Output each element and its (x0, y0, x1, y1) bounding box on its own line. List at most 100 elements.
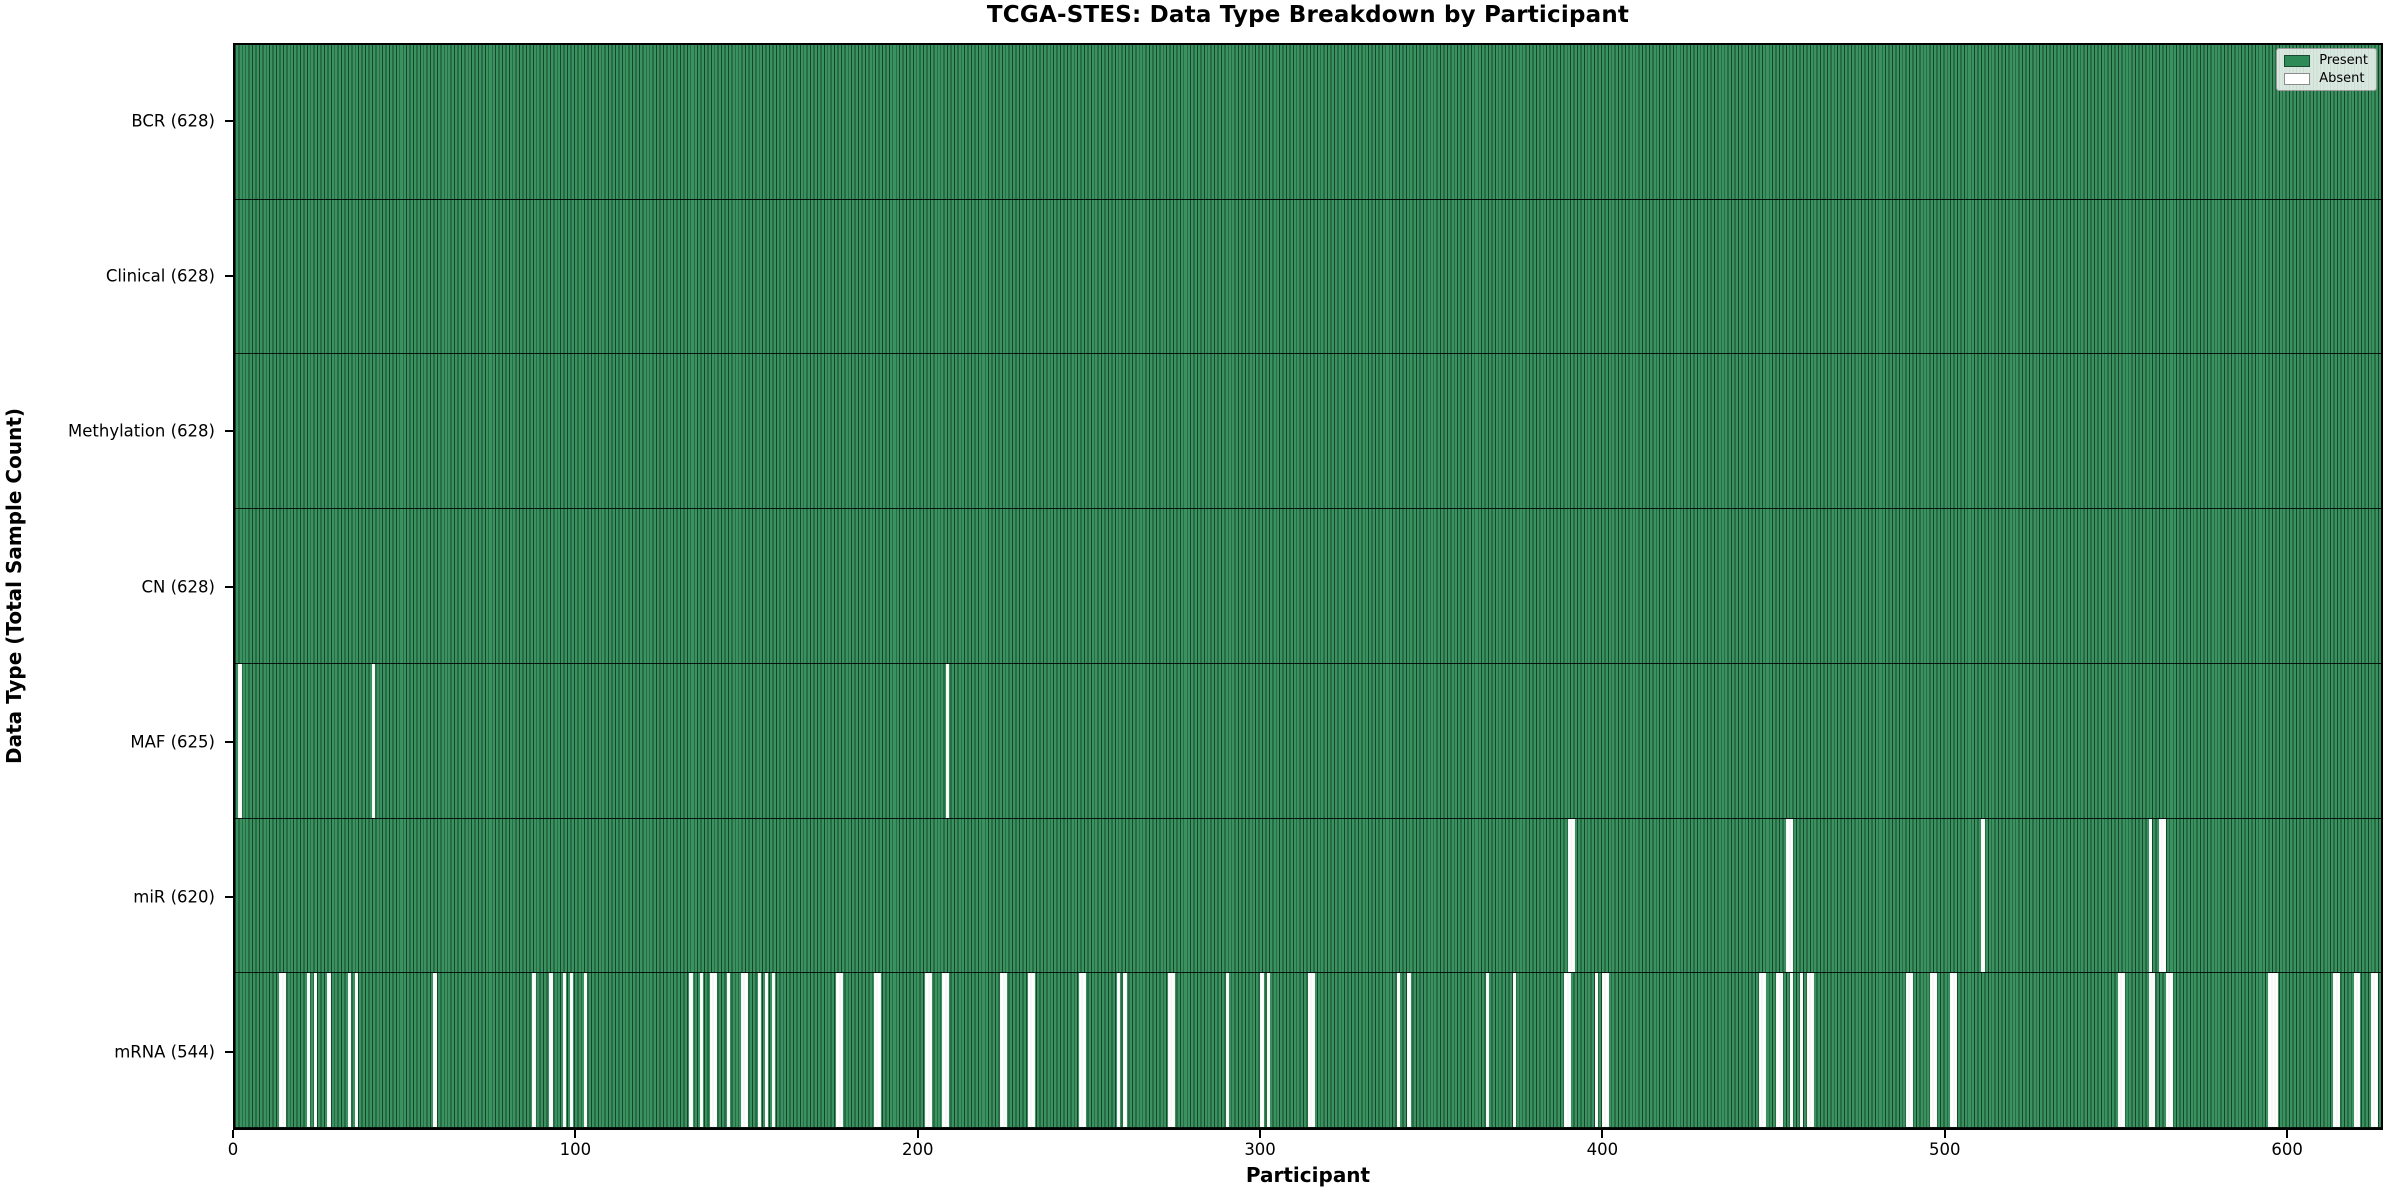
absent-stripe (1601, 973, 1606, 1127)
x-tick-mark (1259, 1130, 1262, 1138)
absent-stripe (313, 973, 317, 1127)
absent-stripe (757, 973, 762, 1127)
x-tick-label: 300 (1244, 1140, 1276, 1159)
y-tick-label-bcr: BCR (628) (131, 111, 215, 131)
absent-stripe (689, 973, 693, 1127)
absent-stripe (1079, 973, 1083, 1127)
x-tick-mark (232, 1130, 234, 1138)
absent-stripe (347, 973, 352, 1127)
heatmap-row-maf (235, 663, 2381, 819)
absent-stripe (1260, 973, 1264, 1127)
absent-stripe (1789, 973, 1794, 1127)
x-tick-mark (2286, 1130, 2289, 1138)
absent-stripe (327, 973, 331, 1127)
x-tick-label: 200 (901, 1140, 934, 1159)
absent-stripe (1311, 973, 1315, 1127)
absent-stripe (2374, 973, 2378, 1127)
absent-stripe (771, 973, 775, 1127)
absent-stripe (1225, 973, 1230, 1127)
absent-stripe (569, 973, 574, 1127)
absent-stripe (1810, 973, 1814, 1127)
absent-stripe (925, 973, 929, 1127)
absent-stripe (2148, 818, 2153, 973)
absent-stripe (1485, 973, 1490, 1127)
absent-stripe (563, 973, 567, 1127)
absent-stripe (1123, 973, 1127, 1127)
absent-stripe (1266, 973, 1271, 1127)
absent-stripe (945, 973, 950, 1127)
x-tick-label: 500 (1929, 1140, 1961, 1159)
absent-stripe (2162, 818, 2166, 973)
absent-stripe (1116, 973, 1121, 1127)
absent-stripe (1762, 973, 1766, 1127)
absent-stripe (279, 973, 283, 1127)
absent-stripe (2158, 818, 2163, 973)
absent-stripe (945, 663, 950, 818)
absent-stripe (1950, 973, 1954, 1127)
absent-stripe (2333, 973, 2337, 1127)
absent-stripe (1933, 973, 1937, 1127)
heatmap-row-methylation (235, 354, 2381, 510)
absent-stripe (1953, 973, 1958, 1127)
absent-stripe (836, 973, 840, 1127)
heatmap-row-cn (235, 509, 2381, 664)
absent-stripe (1605, 973, 1609, 1127)
absent-stripe (2353, 973, 2358, 1127)
legend: Present Absent (2276, 48, 2377, 91)
absent-stripe (1800, 973, 1804, 1127)
absent-stripe (740, 973, 745, 1127)
absent-stripe (1571, 818, 1575, 973)
y-tick-mark (225, 1051, 233, 1054)
absent-stripe (2152, 973, 2156, 1127)
absent-stripe (928, 973, 933, 1127)
absent-stripe (1759, 973, 1763, 1127)
y-tick-mark (225, 430, 233, 433)
y-tick-mark (225, 740, 233, 743)
absent-stripe (1082, 973, 1086, 1127)
absent-stripe (744, 973, 748, 1127)
y-tick-label-methylation: Methylation (628) (68, 421, 215, 441)
absent-stripe (713, 973, 717, 1127)
absent-stripe (2117, 973, 2122, 1127)
absent-stripe (1779, 973, 1783, 1127)
x-tick-label: 400 (1586, 1140, 1619, 1159)
heatmap-row-mrna (235, 973, 2381, 1128)
legend-label: Present (2319, 53, 2368, 68)
y-tick-mark (225, 274, 233, 277)
legend-entry-present: Present (2284, 54, 2368, 67)
absent-stripe (282, 973, 287, 1127)
absent-stripe (1789, 818, 1794, 973)
y-axis: BCR (628) Clinical (628) Methylation (628)… (0, 43, 233, 1130)
absent-stripe (1000, 973, 1004, 1127)
y-tick-label-mrna: mRNA (544) (114, 1042, 215, 1062)
absent-stripe (2336, 973, 2340, 1127)
absent-stripe (2165, 973, 2170, 1127)
absent-stripe (1906, 973, 1910, 1127)
absent-stripe (942, 973, 946, 1127)
x-tick-label: 100 (559, 1140, 592, 1159)
absent-stripe (2357, 973, 2361, 1127)
absent-stripe (699, 973, 704, 1127)
absent-stripe (2121, 973, 2125, 1127)
y-tick-mark (225, 119, 233, 122)
chart-title: TCGA-STES: Data Type Breakdown by Partic… (986, 2, 1630, 28)
y-tick-label-cn: CN (628) (141, 577, 215, 596)
x-tick-mark (1943, 1130, 1946, 1138)
absent-stripe (1786, 818, 1790, 973)
x-tick-mark (916, 1130, 919, 1138)
absent-stripe (1031, 973, 1035, 1127)
legend-swatch-absent (2284, 72, 2311, 85)
absent-stripe (1981, 818, 1985, 973)
legend-label: Absent (2319, 71, 2365, 86)
y-tick-label-mir: miR (620) (133, 887, 215, 907)
absent-stripe (1308, 973, 1312, 1127)
x-tick-label: 600 (2271, 1140, 2303, 1159)
absent-stripe (2370, 973, 2375, 1127)
heatmap-row-bcr (235, 45, 2381, 200)
absent-stripe (727, 973, 731, 1127)
absent-stripe (1407, 973, 1411, 1127)
absent-stripe (1776, 973, 1780, 1127)
y-tick-label-maf: MAF (625) (130, 732, 215, 752)
absent-stripe (2169, 973, 2173, 1127)
